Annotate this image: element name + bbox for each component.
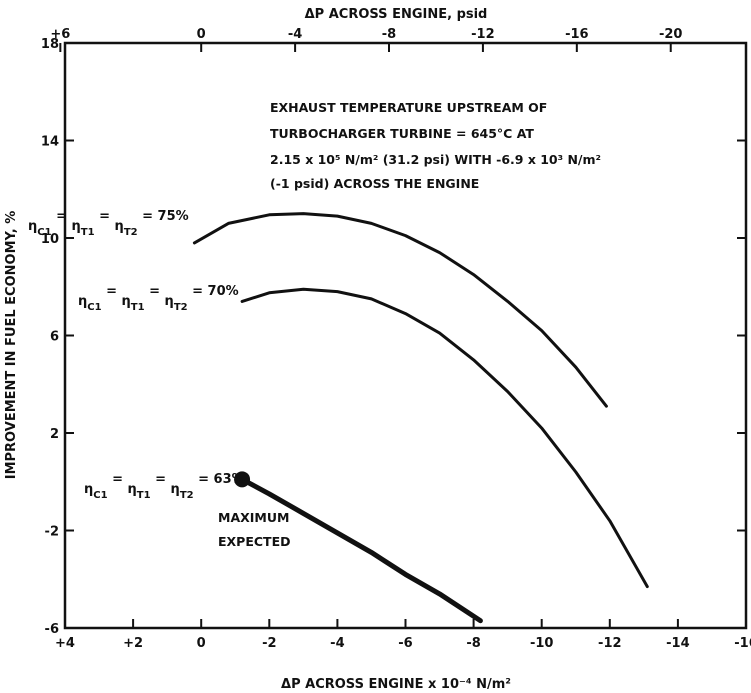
top-tick-label: -20 bbox=[659, 27, 683, 42]
x-tick-label: -6 bbox=[398, 636, 412, 651]
top-tick-label: -4 bbox=[288, 27, 302, 42]
annotation-line-4: (-1 psid) ACROSS THE ENGINE bbox=[270, 176, 479, 191]
x-tick-label: -2 bbox=[262, 636, 276, 651]
maximum-expected-marker bbox=[234, 471, 251, 488]
series-line-70 bbox=[240, 287, 649, 589]
x-tick-label: -8 bbox=[466, 636, 480, 651]
y-tick-label: 14 bbox=[41, 135, 59, 150]
annotation-line-1: EXHAUST TEMPERATURE UPSTREAM OF bbox=[270, 100, 547, 115]
y-tick-label: 2 bbox=[50, 427, 59, 442]
y-tick-label: -6 bbox=[45, 622, 59, 637]
marker-label-line-1: MAXIMUM bbox=[218, 510, 289, 525]
series-label-75: ηC1 = ηT1 = ηT2 = 75% bbox=[28, 209, 189, 238]
bottom-axis-title: ΔP ACROSS ENGINE x 10⁻⁴ N/m² bbox=[281, 677, 511, 692]
x-tick-label: +2 bbox=[123, 636, 143, 651]
y-tick-label: -2 bbox=[45, 525, 59, 540]
series-line-75 bbox=[192, 212, 608, 408]
x-tick-label: +4 bbox=[55, 636, 75, 651]
x-tick-label: 0 bbox=[197, 636, 206, 651]
y-tick-label: 18 bbox=[41, 37, 59, 52]
marker-label-line-2: EXPECTED bbox=[218, 534, 291, 549]
axis-ticks: +4 +2 0 -2 -4 -6 -8 -10 -12 -14 -16 -6 -2 2 6 10 14 18+6 0… bbox=[41, 27, 751, 651]
annotation-line-2: TURBOCHARGER TURBINE = 645°C AT bbox=[270, 126, 534, 141]
x-tick-label: -12 bbox=[598, 636, 622, 651]
series-lines bbox=[192, 212, 649, 624]
top-axis-title: ΔP ACROSS ENGINE, psid bbox=[305, 7, 488, 22]
top-tick-label: -12 bbox=[471, 27, 495, 42]
top-tick-label: -16 bbox=[565, 27, 589, 42]
top-tick-label: 0 bbox=[197, 27, 206, 42]
top-tick-label: +6 bbox=[50, 27, 70, 42]
annotation-block: EXHAUST TEMPERATURE UPSTREAM OF TURBOCHA… bbox=[270, 100, 601, 191]
series-label-63: ηC1 = ηT1 = ηT2 = 63% bbox=[84, 472, 245, 501]
annotation-line-3: 2.15 x 10⁵ N/m² (31.2 psi) WITH -6.9 x 1… bbox=[270, 152, 601, 167]
x-tick-label: -10 bbox=[530, 636, 554, 651]
series-labels: ηC1 = ηT1 = ηT2 = 75% ηC1 = ηT1 = ηT2 = 7… bbox=[28, 209, 245, 501]
y-axis-title: IMPROVEMENT IN FUEL ECONOMY, % bbox=[4, 211, 19, 480]
y-tick-label: 6 bbox=[50, 330, 59, 345]
x-tick-label: -4 bbox=[330, 636, 344, 651]
x-tick-label: -16 bbox=[734, 636, 751, 651]
top-tick-label: -8 bbox=[382, 27, 396, 42]
y-tick-label: 10 bbox=[41, 232, 59, 247]
x-tick-label: -14 bbox=[666, 636, 690, 651]
series-line-63 bbox=[239, 476, 483, 624]
series-label-70: ηC1 = ηT1 = ηT2 = 70% bbox=[78, 284, 239, 313]
